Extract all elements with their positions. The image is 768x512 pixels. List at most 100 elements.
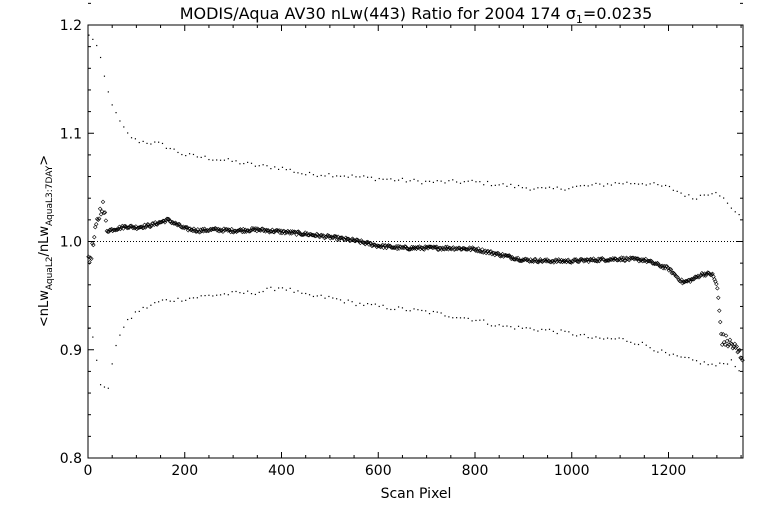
upper-point bbox=[185, 155, 187, 157]
mean-point bbox=[653, 261, 658, 266]
upper-point bbox=[490, 184, 493, 187]
upper-point bbox=[320, 174, 322, 177]
upper-point bbox=[347, 176, 349, 178]
mean-point bbox=[496, 251, 501, 256]
mean-point bbox=[548, 259, 554, 265]
upper-point bbox=[212, 159, 214, 161]
lower-point bbox=[394, 308, 396, 311]
upper-point bbox=[351, 174, 353, 176]
lower-point bbox=[490, 325, 493, 327]
plot-area: 0 200 400 600 800 1000 1200 0.8 0.9 1.0 1.1 1.2 bbox=[60, 2, 745, 479]
mean-point bbox=[378, 244, 383, 250]
mean-point bbox=[677, 278, 682, 284]
mean-point bbox=[252, 227, 258, 233]
lower-point bbox=[367, 303, 369, 305]
mean-point bbox=[493, 251, 499, 256]
lower-point bbox=[467, 317, 469, 320]
mean-point bbox=[271, 229, 276, 235]
upper-point bbox=[138, 141, 140, 144]
upper-point bbox=[637, 183, 640, 185]
lower-point bbox=[324, 297, 326, 299]
mean-point bbox=[737, 347, 742, 353]
mean-point bbox=[366, 242, 372, 247]
upper-point bbox=[196, 156, 198, 158]
mean-point bbox=[589, 257, 594, 263]
lower-point bbox=[409, 310, 411, 312]
lower-point bbox=[525, 327, 527, 329]
lower-point bbox=[115, 344, 117, 347]
mean-point bbox=[247, 228, 253, 234]
upper-point bbox=[695, 198, 698, 200]
lower-point bbox=[277, 287, 280, 289]
mean-point bbox=[334, 237, 340, 242]
mean-point bbox=[326, 233, 331, 238]
mean-point bbox=[535, 259, 540, 265]
lower-point bbox=[401, 307, 404, 309]
lower-point bbox=[459, 317, 462, 319]
mean-point bbox=[107, 227, 112, 233]
lower-point bbox=[695, 360, 698, 362]
lower-point bbox=[146, 307, 148, 309]
upper-point bbox=[169, 147, 171, 150]
lower-point bbox=[161, 299, 164, 301]
lower-point bbox=[127, 318, 129, 321]
mean-point bbox=[705, 270, 710, 275]
lower-point bbox=[154, 302, 156, 304]
lower-point bbox=[634, 343, 636, 345]
mean-point bbox=[300, 232, 305, 237]
mean-point bbox=[734, 344, 739, 349]
mean-point bbox=[291, 230, 296, 235]
y-tick-label: 1.1 bbox=[60, 126, 82, 142]
upper-point bbox=[432, 181, 434, 183]
mean-point bbox=[727, 337, 733, 343]
mean-point bbox=[542, 257, 548, 262]
lower-point bbox=[169, 300, 171, 302]
lower-point bbox=[173, 300, 175, 302]
lower-point bbox=[382, 304, 384, 306]
mean-point bbox=[93, 224, 98, 230]
lower-point bbox=[370, 303, 373, 306]
mean-point bbox=[389, 245, 394, 250]
mean-point bbox=[137, 225, 142, 230]
lower-point bbox=[88, 327, 90, 329]
x-tick-label: 1200 bbox=[651, 463, 687, 479]
mean-point bbox=[187, 226, 193, 231]
upper-point bbox=[552, 188, 554, 190]
upper-point bbox=[150, 143, 152, 145]
lower-point bbox=[529, 327, 531, 329]
mean-point bbox=[227, 227, 232, 233]
mean-point bbox=[297, 230, 302, 235]
mean-point bbox=[406, 247, 411, 252]
upper-point bbox=[359, 176, 361, 178]
lower-point bbox=[270, 286, 272, 288]
upper-point bbox=[606, 183, 609, 185]
upper-point bbox=[583, 184, 585, 187]
mean-point bbox=[419, 245, 424, 250]
mean-point bbox=[93, 222, 99, 227]
lower-point bbox=[200, 295, 202, 297]
mean-point bbox=[648, 258, 653, 263]
mean-point bbox=[200, 226, 205, 232]
upper-point bbox=[517, 184, 520, 187]
mean-point bbox=[640, 258, 646, 264]
lower-point bbox=[227, 294, 229, 296]
mean-point bbox=[693, 274, 699, 280]
lower-point bbox=[363, 304, 365, 307]
upper-point bbox=[305, 174, 307, 176]
upper-point bbox=[119, 120, 121, 122]
upper-point bbox=[409, 180, 411, 182]
lower-point bbox=[285, 289, 287, 291]
mean-point bbox=[148, 224, 153, 229]
mean-point bbox=[183, 224, 189, 230]
mean-point bbox=[367, 240, 373, 246]
upper-point bbox=[103, 75, 106, 77]
upper-point bbox=[154, 141, 156, 143]
upper-point bbox=[421, 183, 423, 185]
lower-point bbox=[707, 364, 709, 366]
upper-point bbox=[394, 180, 396, 182]
mean-point bbox=[144, 223, 149, 229]
upper-point bbox=[664, 184, 667, 187]
mean-point bbox=[403, 244, 409, 249]
mean-point bbox=[557, 259, 562, 264]
upper-point bbox=[262, 164, 264, 166]
